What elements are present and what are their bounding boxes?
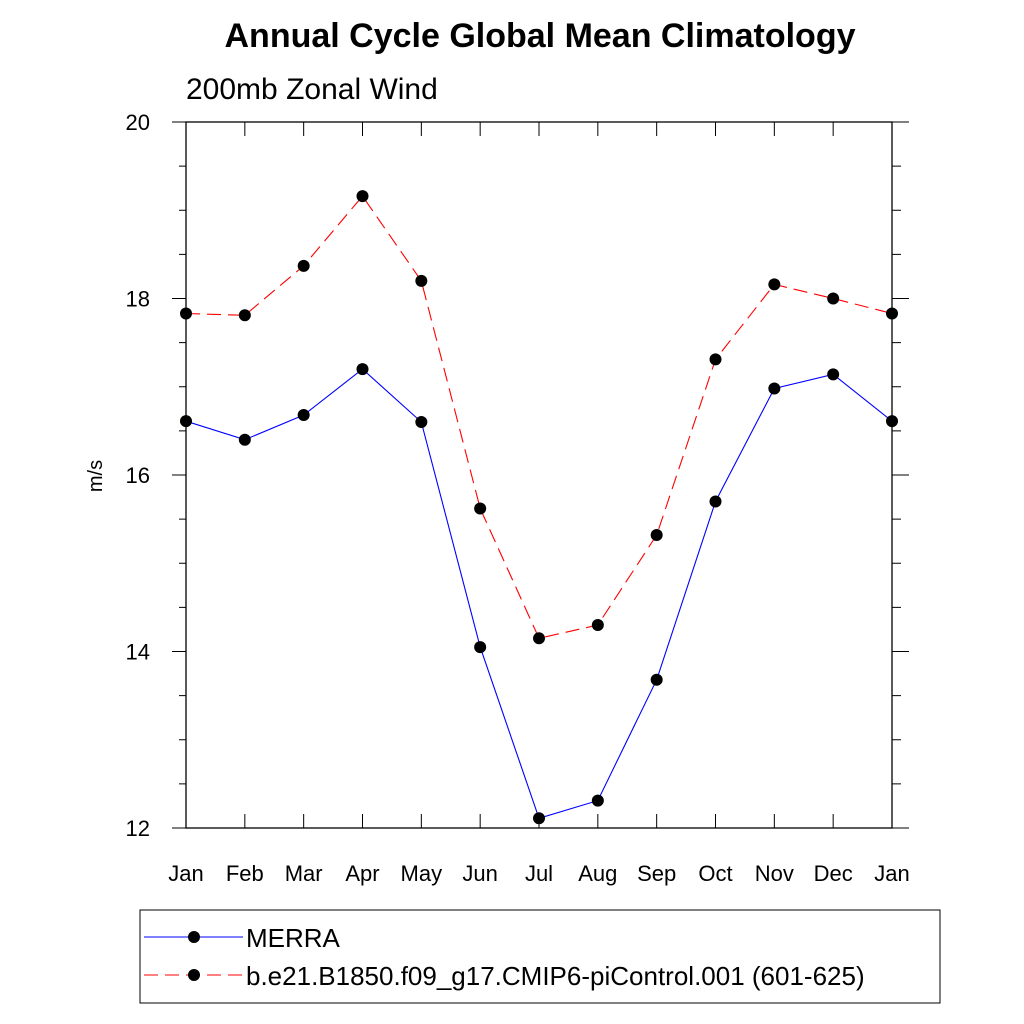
- x-tick-label: Jul: [525, 861, 553, 886]
- legend-marker: [188, 931, 200, 943]
- legend-label: MERRA: [246, 923, 341, 953]
- y-axis-label: m/s: [85, 460, 107, 492]
- data-point: [415, 416, 428, 429]
- y-tick-label: 18: [126, 287, 150, 312]
- axis-ticks: Jan Feb Mar Apr May Jun Jul Aug Sep Oct Nov Dec Jan 1…: [126, 110, 910, 886]
- data-point: [768, 382, 781, 395]
- x-tick-label: May: [401, 861, 443, 886]
- data-point: [415, 274, 428, 287]
- data-point: [356, 363, 369, 376]
- x-tick-label: Feb: [226, 861, 264, 886]
- legend-box: [139, 909, 941, 1004]
- x-tick-label: Mar: [285, 861, 323, 886]
- series-lines: [185, 195, 893, 819]
- data-point: [768, 278, 781, 291]
- data-point: [709, 353, 722, 366]
- chart-title: Annual Cycle Global Mean Climatology: [225, 17, 856, 55]
- legend-label: b.e21.B1850.f09_g17.CMIP6-piControl.001 …: [246, 961, 865, 991]
- data-point: [827, 292, 840, 305]
- x-tick-label: Oct: [698, 861, 732, 886]
- data-point: [533, 812, 545, 825]
- data-point: [650, 529, 663, 542]
- x-tick-label: Jan: [168, 861, 203, 886]
- data-point: [886, 307, 898, 320]
- data-point: [297, 408, 310, 421]
- y-tick-label: 12: [126, 816, 150, 841]
- y-tick-label: 16: [126, 463, 150, 488]
- series-line: [185, 368, 893, 819]
- data-point: [180, 307, 192, 320]
- series-points: [180, 190, 898, 825]
- data-point: [886, 415, 898, 428]
- x-tick-label: Nov: [755, 861, 794, 886]
- x-tick-label: Jun: [462, 861, 497, 886]
- data-point: [474, 641, 487, 654]
- data-point: [827, 368, 840, 381]
- legend: MERRA b.e21.B1850.f09_g17.CMIP6-piControl…: [144, 923, 865, 991]
- data-point: [238, 433, 251, 446]
- data-point: [709, 495, 722, 508]
- data-point: [591, 619, 604, 632]
- data-point: [180, 415, 192, 428]
- data-point: [238, 309, 251, 322]
- x-tick-label: Aug: [578, 861, 617, 886]
- data-point: [591, 794, 604, 807]
- x-tick-label: Jan: [874, 861, 909, 886]
- data-point: [533, 632, 545, 645]
- x-tick-label: Sep: [637, 861, 676, 886]
- data-point: [297, 259, 310, 272]
- data-point: [650, 673, 663, 686]
- series-line: [185, 195, 893, 639]
- data-point: [356, 190, 369, 203]
- y-tick-label: 20: [126, 110, 150, 135]
- data-point: [474, 502, 487, 515]
- y-tick-label: 14: [126, 640, 150, 665]
- legend-marker: [188, 969, 200, 981]
- chart-subtitle: 200mb Zonal Wind: [186, 73, 438, 106]
- x-tick-label: Dec: [814, 861, 853, 886]
- x-tick-label: Apr: [345, 861, 379, 886]
- plot-frame: [185, 121, 893, 829]
